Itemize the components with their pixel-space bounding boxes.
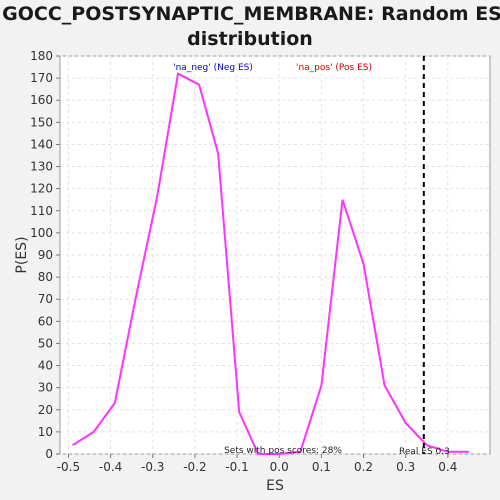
y-tick-label: 100 (30, 226, 53, 240)
x-tick-label: -0.3 (141, 460, 164, 474)
x-tick-label: -0.4 (99, 460, 122, 474)
y-tick-label: 110 (30, 204, 53, 218)
grid (60, 55, 490, 455)
y-tick-label: 130 (30, 160, 53, 174)
y-tick-label: 10 (38, 425, 53, 439)
x-tick-label: 0.4 (438, 460, 457, 474)
y-tick-label: 40 (38, 359, 53, 373)
x-axis: -0.5 -0.4 -0.3 -0.2 -0.1 0.0 0.1 0.2 0.3 0.4 (57, 454, 457, 474)
x-tick-label: -0.5 (57, 460, 80, 474)
x-tick-label: -0.2 (183, 460, 206, 474)
y-tick-label: 160 (30, 93, 53, 107)
y-tick-label: 60 (38, 314, 53, 328)
series-line (72, 72, 469, 455)
y-tick-label: 180 (30, 49, 53, 63)
neg-es-label: 'na_neg' (Neg ES) (173, 63, 253, 73)
y-tick-label: 170 (30, 71, 53, 85)
y-tick-label: 140 (30, 137, 53, 151)
real-es-annotation: Real ES 0.3 (399, 447, 450, 457)
y-tick-label: 30 (38, 381, 53, 395)
y-axis-label: P(ES) (14, 236, 30, 273)
chart-title-line-1: GOCC_POSTSYNAPTIC_MEMBRANE: Random ES (2, 3, 500, 25)
y-axis: 0 10 20 30 40 50 60 70 80 90 100 110 120 130 140 150 160… (30, 49, 60, 461)
x-tick-label: 0.3 (396, 460, 415, 474)
y-tick-label: 90 (38, 248, 53, 262)
y-tick-label: 70 (38, 292, 53, 306)
pos-scores-annotation: Sets with pos scores: 28% (224, 446, 342, 456)
chart-title-line-2: distribution (187, 28, 313, 50)
x-tick-label: 0.0 (270, 460, 289, 474)
y-tick-label: 0 (45, 447, 53, 461)
x-tick-label: 0.1 (312, 460, 331, 474)
y-tick-label: 50 (38, 336, 53, 350)
x-tick-label: -0.1 (225, 460, 248, 474)
y-tick-label: 20 (38, 403, 53, 417)
y-tick-label: 150 (30, 115, 53, 129)
x-axis-label: ES (266, 478, 284, 494)
pos-es-label: 'na_pos' (Pos ES) (296, 63, 372, 73)
x-tick-label: 0.2 (354, 460, 373, 474)
y-tick-label: 120 (30, 182, 53, 196)
y-tick-label: 80 (38, 270, 53, 284)
plot-area (59, 55, 491, 455)
